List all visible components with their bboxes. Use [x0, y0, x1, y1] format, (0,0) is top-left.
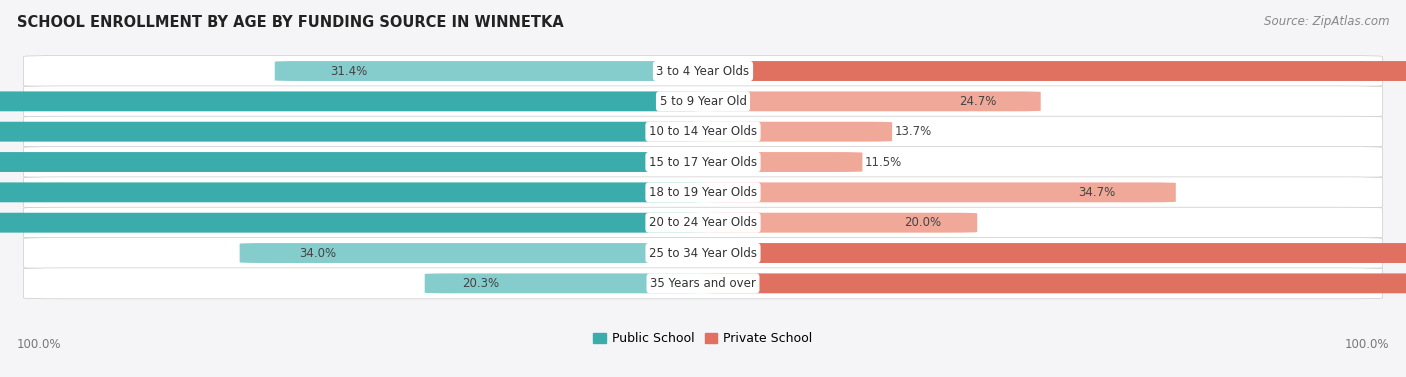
FancyBboxPatch shape: [699, 91, 1040, 111]
Text: 35 Years and over: 35 Years and over: [650, 277, 756, 290]
Text: 10 to 14 Year Olds: 10 to 14 Year Olds: [650, 125, 756, 138]
Text: 13.7%: 13.7%: [894, 125, 932, 138]
Text: 15 to 17 Year Olds: 15 to 17 Year Olds: [650, 156, 756, 169]
FancyBboxPatch shape: [699, 61, 1406, 81]
FancyBboxPatch shape: [0, 152, 707, 172]
FancyBboxPatch shape: [0, 182, 707, 202]
Text: 3 to 4 Year Olds: 3 to 4 Year Olds: [657, 64, 749, 78]
FancyBboxPatch shape: [24, 147, 1382, 178]
Legend: Public School, Private School: Public School, Private School: [588, 327, 818, 350]
FancyBboxPatch shape: [0, 91, 707, 111]
FancyBboxPatch shape: [0, 122, 707, 142]
FancyBboxPatch shape: [699, 243, 1406, 263]
FancyBboxPatch shape: [24, 55, 1382, 86]
FancyBboxPatch shape: [274, 61, 707, 81]
Text: 11.5%: 11.5%: [865, 156, 903, 169]
FancyBboxPatch shape: [699, 152, 862, 172]
FancyBboxPatch shape: [699, 213, 977, 233]
Text: 31.4%: 31.4%: [330, 64, 367, 78]
Text: 5 to 9 Year Old: 5 to 9 Year Old: [659, 95, 747, 108]
Text: 34.0%: 34.0%: [299, 247, 336, 259]
Text: 20.0%: 20.0%: [904, 216, 941, 229]
FancyBboxPatch shape: [699, 273, 1406, 293]
Text: 100.0%: 100.0%: [17, 338, 62, 351]
Text: Source: ZipAtlas.com: Source: ZipAtlas.com: [1264, 15, 1389, 28]
Text: 34.7%: 34.7%: [1078, 186, 1115, 199]
FancyBboxPatch shape: [0, 213, 707, 233]
FancyBboxPatch shape: [24, 268, 1382, 299]
FancyBboxPatch shape: [24, 86, 1382, 117]
Text: 100.0%: 100.0%: [1344, 338, 1389, 351]
FancyBboxPatch shape: [24, 116, 1382, 147]
Text: 20.3%: 20.3%: [461, 277, 499, 290]
Text: 20 to 24 Year Olds: 20 to 24 Year Olds: [650, 216, 756, 229]
FancyBboxPatch shape: [425, 273, 707, 293]
FancyBboxPatch shape: [699, 122, 893, 142]
FancyBboxPatch shape: [24, 238, 1382, 268]
FancyBboxPatch shape: [24, 177, 1382, 208]
FancyBboxPatch shape: [24, 207, 1382, 238]
FancyBboxPatch shape: [239, 243, 707, 263]
Text: 25 to 34 Year Olds: 25 to 34 Year Olds: [650, 247, 756, 259]
Text: 24.7%: 24.7%: [959, 95, 997, 108]
FancyBboxPatch shape: [699, 182, 1175, 202]
Text: 18 to 19 Year Olds: 18 to 19 Year Olds: [650, 186, 756, 199]
Text: SCHOOL ENROLLMENT BY AGE BY FUNDING SOURCE IN WINNETKA: SCHOOL ENROLLMENT BY AGE BY FUNDING SOUR…: [17, 15, 564, 30]
